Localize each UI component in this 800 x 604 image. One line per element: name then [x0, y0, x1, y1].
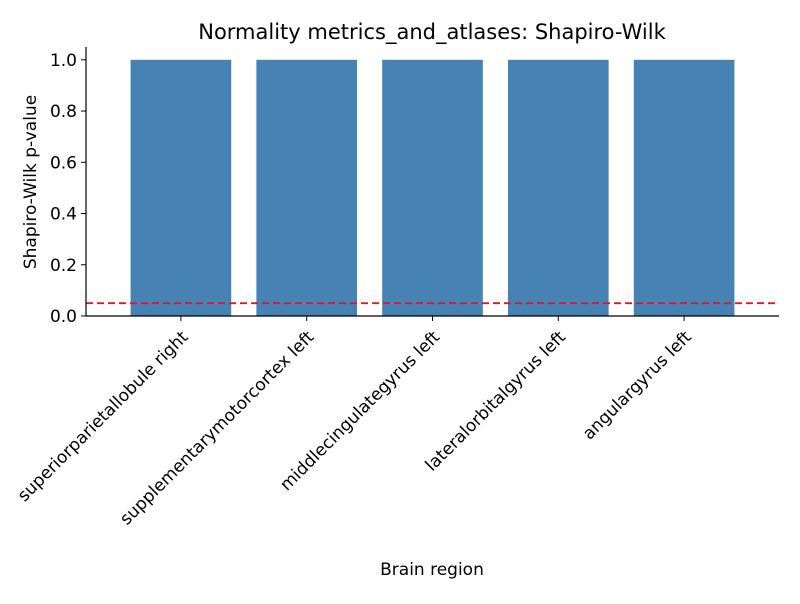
- x-tick-label: supplementarymotorcortex left: [116, 327, 318, 529]
- bar-1: [130, 59, 232, 317]
- x-tick-label: lateralorbitalgyrus left: [422, 327, 570, 475]
- x-ticks-group: superiorparietallobule rightsupplementar…: [14, 316, 696, 529]
- chart-title: Normality metrics_and_atlases: Shapiro-W…: [198, 20, 666, 45]
- y-tick-label: 0.4: [50, 205, 77, 225]
- y-tick-label: 0.0: [50, 307, 77, 327]
- y-axis-label: Shapiro-Wilk p-value: [21, 95, 41, 269]
- bar-5: [633, 59, 735, 317]
- y-ticks-group: 0.0 0.2 0.4 0.6 0.8 1.0: [50, 51, 86, 327]
- bar-2: [256, 59, 358, 317]
- y-tick-label: 0.8: [50, 102, 77, 122]
- bar-3: [382, 59, 483, 317]
- x-axis-label: Brain region: [380, 560, 484, 580]
- bars-group: [130, 59, 735, 317]
- y-tick-label: 1.0: [50, 51, 77, 71]
- bar-4: [507, 59, 609, 317]
- y-tick-label: 0.2: [50, 256, 77, 276]
- y-tick-label: 0.6: [50, 153, 77, 173]
- x-tick-label: angulargyrus left: [579, 327, 696, 444]
